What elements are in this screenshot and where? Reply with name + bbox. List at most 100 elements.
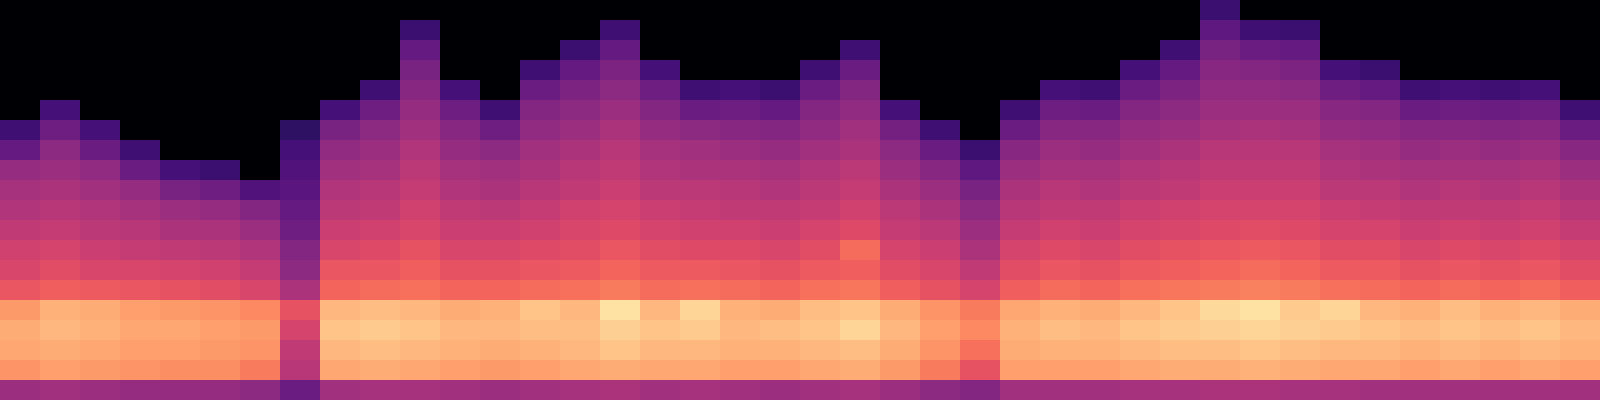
heatmap-cell <box>440 200 481 221</box>
heatmap-cell <box>1400 0 1441 21</box>
heatmap-cell <box>400 180 441 201</box>
heatmap-cell <box>1000 300 1041 321</box>
heatmap-cell <box>160 380 201 400</box>
heatmap-cell <box>1480 280 1521 301</box>
heatmap-cell <box>1480 20 1521 41</box>
heatmap-cell <box>1000 320 1041 341</box>
heatmap-cell <box>240 20 281 41</box>
heatmap-cell <box>0 280 41 301</box>
heatmap-cell <box>1120 80 1161 101</box>
heatmap-cell <box>360 240 401 261</box>
heatmap-cell <box>520 0 561 21</box>
heatmap-cell <box>520 240 561 261</box>
heatmap-cell <box>1040 260 1081 281</box>
heatmap-cell <box>200 160 241 181</box>
heatmap-cell <box>1240 360 1281 381</box>
heatmap-cell <box>1520 300 1561 321</box>
heatmap-cell <box>440 300 481 321</box>
heatmap-cell <box>280 200 321 221</box>
heatmap-cell <box>800 320 841 341</box>
heatmap-cell <box>1000 140 1041 161</box>
heatmap-cell <box>880 120 921 141</box>
heatmap-cell <box>680 220 721 241</box>
heatmap-cell <box>280 280 321 301</box>
heatmap-cell <box>200 0 241 21</box>
heatmap-cell <box>400 380 441 400</box>
heatmap-cell <box>760 20 801 41</box>
heatmap-cell <box>120 80 161 101</box>
heatmap-cell <box>1360 340 1401 361</box>
heatmap-cell <box>200 240 241 261</box>
heatmap-cell <box>1400 100 1441 121</box>
heatmap-cell <box>240 0 281 21</box>
heatmap-cell <box>960 40 1001 61</box>
heatmap-cell <box>160 300 201 321</box>
heatmap-cell <box>1360 260 1401 281</box>
heatmap-cell <box>80 60 121 81</box>
heatmap-cell <box>1520 180 1561 201</box>
heatmap-cell <box>400 20 441 41</box>
heatmap-cell <box>400 220 441 241</box>
heatmap-cell <box>560 280 601 301</box>
heatmap-cell <box>240 120 281 141</box>
heatmap-cell <box>880 340 921 361</box>
heatmap-cell <box>1200 300 1241 321</box>
heatmap-cell <box>1320 360 1361 381</box>
heatmap-cell <box>1480 320 1521 341</box>
heatmap-cell <box>1120 40 1161 61</box>
heatmap-cell <box>280 320 321 341</box>
heatmap-cell <box>200 120 241 141</box>
heatmap-cell <box>520 280 561 301</box>
heatmap-cell <box>800 40 841 61</box>
heatmap-cell <box>920 140 961 161</box>
heatmap-cell <box>320 80 361 101</box>
heatmap-cell <box>360 20 401 41</box>
heatmap-cell <box>440 80 481 101</box>
heatmap-cell <box>1280 240 1321 261</box>
heatmap-cell <box>1040 20 1081 41</box>
heatmap-cell <box>40 80 81 101</box>
heatmap-cell <box>1520 380 1561 400</box>
heatmap-cell <box>800 180 841 201</box>
heatmap-cell <box>1560 200 1600 221</box>
heatmap-cell <box>1560 380 1600 400</box>
heatmap-cell <box>560 160 601 181</box>
heatmap-cell <box>880 0 921 21</box>
heatmap-cell <box>200 100 241 121</box>
heatmap-cell <box>720 360 761 381</box>
heatmap-cell <box>560 300 601 321</box>
heatmap-cell <box>1320 40 1361 61</box>
heatmap-cell <box>920 200 961 221</box>
heatmap-cell <box>120 360 161 381</box>
heatmap-cell <box>1560 160 1600 181</box>
heatmap-cell <box>440 100 481 121</box>
heatmap-cell <box>1000 80 1041 101</box>
heatmap-cell <box>920 240 961 261</box>
heatmap-cell <box>280 360 321 381</box>
heatmap-cell <box>560 320 601 341</box>
heatmap-cell <box>0 320 41 341</box>
heatmap-cell <box>960 340 1001 361</box>
heatmap-cell <box>520 260 561 281</box>
heatmap-cell <box>1040 100 1081 121</box>
heatmap-cell <box>600 40 641 61</box>
heatmap-cell <box>160 120 201 141</box>
heatmap-cell <box>480 320 521 341</box>
heatmap-cell <box>1560 340 1600 361</box>
heatmap-cell <box>400 260 441 281</box>
heatmap-cell <box>1000 100 1041 121</box>
heatmap-cell <box>520 220 561 241</box>
heatmap-cell <box>1040 340 1081 361</box>
heatmap-cell <box>840 220 881 241</box>
heatmap-cell <box>1120 160 1161 181</box>
heatmap-cell <box>1200 240 1241 261</box>
heatmap-cell <box>800 220 841 241</box>
heatmap-cell <box>0 220 41 241</box>
heatmap-cell <box>200 180 241 201</box>
heatmap-cell <box>280 100 321 121</box>
heatmap-cell <box>720 0 761 21</box>
heatmap-cell <box>840 0 881 21</box>
heatmap-cell <box>1440 160 1481 181</box>
heatmap-cell <box>240 180 281 201</box>
heatmap-cell <box>800 260 841 281</box>
